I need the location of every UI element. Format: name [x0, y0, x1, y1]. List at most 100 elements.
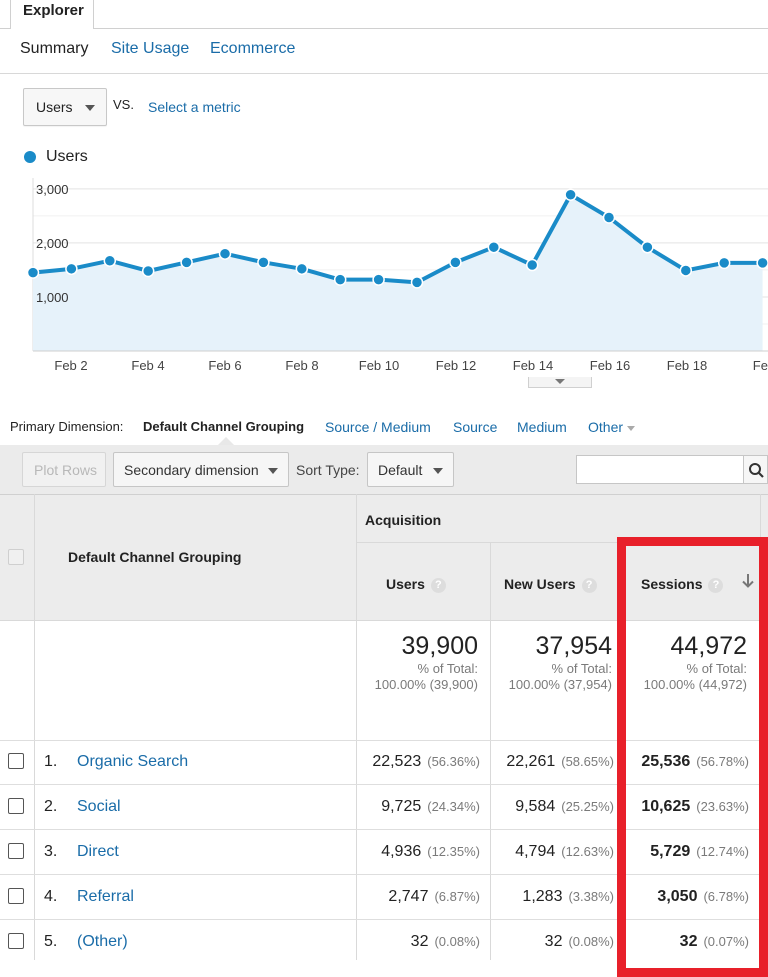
subtab-ecommerce[interactable]: Ecommerce	[210, 40, 296, 57]
y-tick-label: 2,000	[36, 236, 69, 251]
data-point	[26, 266, 40, 279]
data-point	[602, 211, 616, 224]
sessions-cell: 25,536 (56.78%)	[624, 753, 749, 771]
data-point	[679, 264, 693, 277]
y-tick-label: 1,000	[36, 290, 69, 305]
row-number: 3.	[44, 843, 58, 860]
data-point	[525, 258, 539, 272]
help-icon[interactable]: ?	[581, 577, 597, 593]
header-bottom-border	[0, 620, 768, 621]
sort-type-dropdown[interactable]: Default	[367, 452, 454, 487]
table-body: 1. Organic Search 22,523 (56.36%) 22,261 (…	[0, 740, 768, 960]
metric-dropdown-value: Users	[36, 99, 73, 115]
sort-descending-arrow-icon[interactable]	[740, 572, 756, 590]
users-total-detail: 100.00% (39,900)	[374, 677, 478, 692]
metric-dropdown[interactable]: Users	[23, 88, 107, 126]
primary-dimension-active[interactable]: Default Channel Grouping	[143, 419, 305, 434]
row-checkbox[interactable]	[8, 753, 24, 769]
row-checkbox[interactable]	[8, 933, 24, 949]
new-users-cell: 9,584 (25.25%)	[490, 798, 614, 816]
new-users-cell: 32 (0.08%)	[490, 933, 614, 951]
help-icon[interactable]: ?	[708, 577, 724, 593]
plot-rows-button[interactable]: Plot Rows	[22, 452, 106, 487]
chevron-down-icon	[627, 425, 636, 431]
data-point	[487, 240, 501, 254]
data-point	[180, 256, 193, 269]
x-tick-label: Feb 14	[513, 358, 553, 373]
search-button[interactable]	[743, 455, 768, 484]
row-channel-link[interactable]: Direct	[77, 843, 119, 860]
row-checkbox[interactable]	[8, 843, 24, 859]
row-number: 4.	[44, 888, 58, 905]
data-point	[65, 262, 78, 276]
help-icon[interactable]: ?	[430, 577, 446, 593]
chart-collapse-handle[interactable]	[528, 377, 592, 388]
acquisition-header: Acquisition	[365, 512, 442, 528]
dimension-source-medium[interactable]: Source / Medium	[325, 419, 431, 435]
chevron-down-icon	[268, 468, 278, 474]
dimension-source[interactable]: Source	[453, 419, 498, 435]
new-users-total-value: 37,954	[535, 632, 612, 660]
row-divider	[0, 740, 768, 741]
new-users-cell: 4,794 (12.63%)	[490, 843, 614, 861]
x-tick-label: Feb	[753, 358, 768, 373]
x-tick-label: Feb 2	[54, 358, 87, 373]
row-channel-link[interactable]: Social	[77, 798, 121, 815]
dimension-header[interactable]: Default Channel Grouping	[68, 549, 242, 565]
sessions-pct: (56.78%)	[696, 754, 749, 769]
primary-dimension-label: Primary Dimension:	[10, 419, 124, 434]
table-search-input[interactable]	[576, 455, 744, 484]
vs-label: VS.	[113, 97, 134, 112]
users-pct: (56.36%)	[427, 754, 480, 769]
data-point	[333, 273, 347, 286]
select-all-checkbox[interactable]	[8, 549, 24, 565]
subtab-summary[interactable]: Summary	[20, 40, 89, 57]
x-tick-label: Feb 8	[285, 358, 318, 373]
x-tick-label: Feb 16	[590, 358, 630, 373]
sessions-value: 25,536	[641, 753, 691, 770]
chevron-down-icon	[433, 468, 443, 474]
data-point	[410, 276, 424, 289]
data-point	[295, 262, 309, 276]
table-header	[0, 494, 768, 620]
users-column-header[interactable]: Users?	[386, 576, 446, 593]
row-channel-link[interactable]: Organic Search	[77, 753, 189, 770]
x-tick-label: Feb 12	[436, 358, 476, 373]
new-users-value: 9,584	[515, 798, 556, 815]
table-row: 4. Referral 2,747 (6.87%) 1,283 (3.38%) 3,…	[0, 875, 768, 920]
new-users-column-header[interactable]: New Users?	[504, 576, 597, 593]
users-cell: 4,936 (12.35%)	[356, 843, 480, 861]
col-divider	[490, 542, 491, 960]
row-number: 5.	[44, 933, 58, 950]
row-channel-link[interactable]: Referral	[77, 888, 134, 905]
new-users-total: 37,954 % of Total: 100.00% (37,954)	[490, 632, 612, 693]
dimension-medium[interactable]: Medium	[517, 419, 567, 435]
sessions-header-label: Sessions	[641, 576, 703, 592]
data-point	[372, 273, 385, 286]
sessions-column-header[interactable]: Sessions?	[641, 576, 724, 593]
new-users-pct: (0.08%)	[568, 934, 614, 949]
sessions-total-label: % of Total:	[686, 661, 747, 676]
dimension-other[interactable]: Other	[588, 419, 636, 435]
new-users-pct: (25.25%)	[561, 799, 614, 814]
new-users-value: 32	[544, 933, 563, 950]
users-header-label: Users	[386, 576, 425, 592]
select-metric-link[interactable]: Select a metric	[148, 99, 241, 115]
row-checkbox[interactable]	[8, 798, 24, 814]
chevron-down-icon	[85, 105, 95, 111]
row-channel-link[interactable]: (Other)	[77, 933, 128, 950]
sessions-pct: (0.07%)	[703, 934, 749, 949]
users-line-chart[interactable]: 1,000 2,000 3,000 Feb 2 Feb 4 Feb 6 Feb 8 Feb 1…	[0, 170, 768, 380]
x-tick-label: Feb 10	[359, 358, 399, 373]
x-tick-label: Feb 4	[131, 358, 164, 373]
sessions-value: 32	[679, 933, 698, 950]
data-point	[141, 264, 155, 278]
tab-explorer[interactable]: Explorer	[10, 0, 94, 29]
row-checkbox[interactable]	[8, 888, 24, 904]
sort-type-value: Default	[378, 462, 423, 478]
secondary-dimension-dropdown[interactable]: Secondary dimension	[113, 452, 289, 487]
secondary-dimension-label: Secondary dimension	[124, 462, 259, 478]
subtab-site-usage[interactable]: Site Usage	[111, 40, 190, 57]
new-users-total-detail: 100.00% (37,954)	[508, 677, 612, 692]
sessions-pct: (23.63%)	[696, 799, 749, 814]
